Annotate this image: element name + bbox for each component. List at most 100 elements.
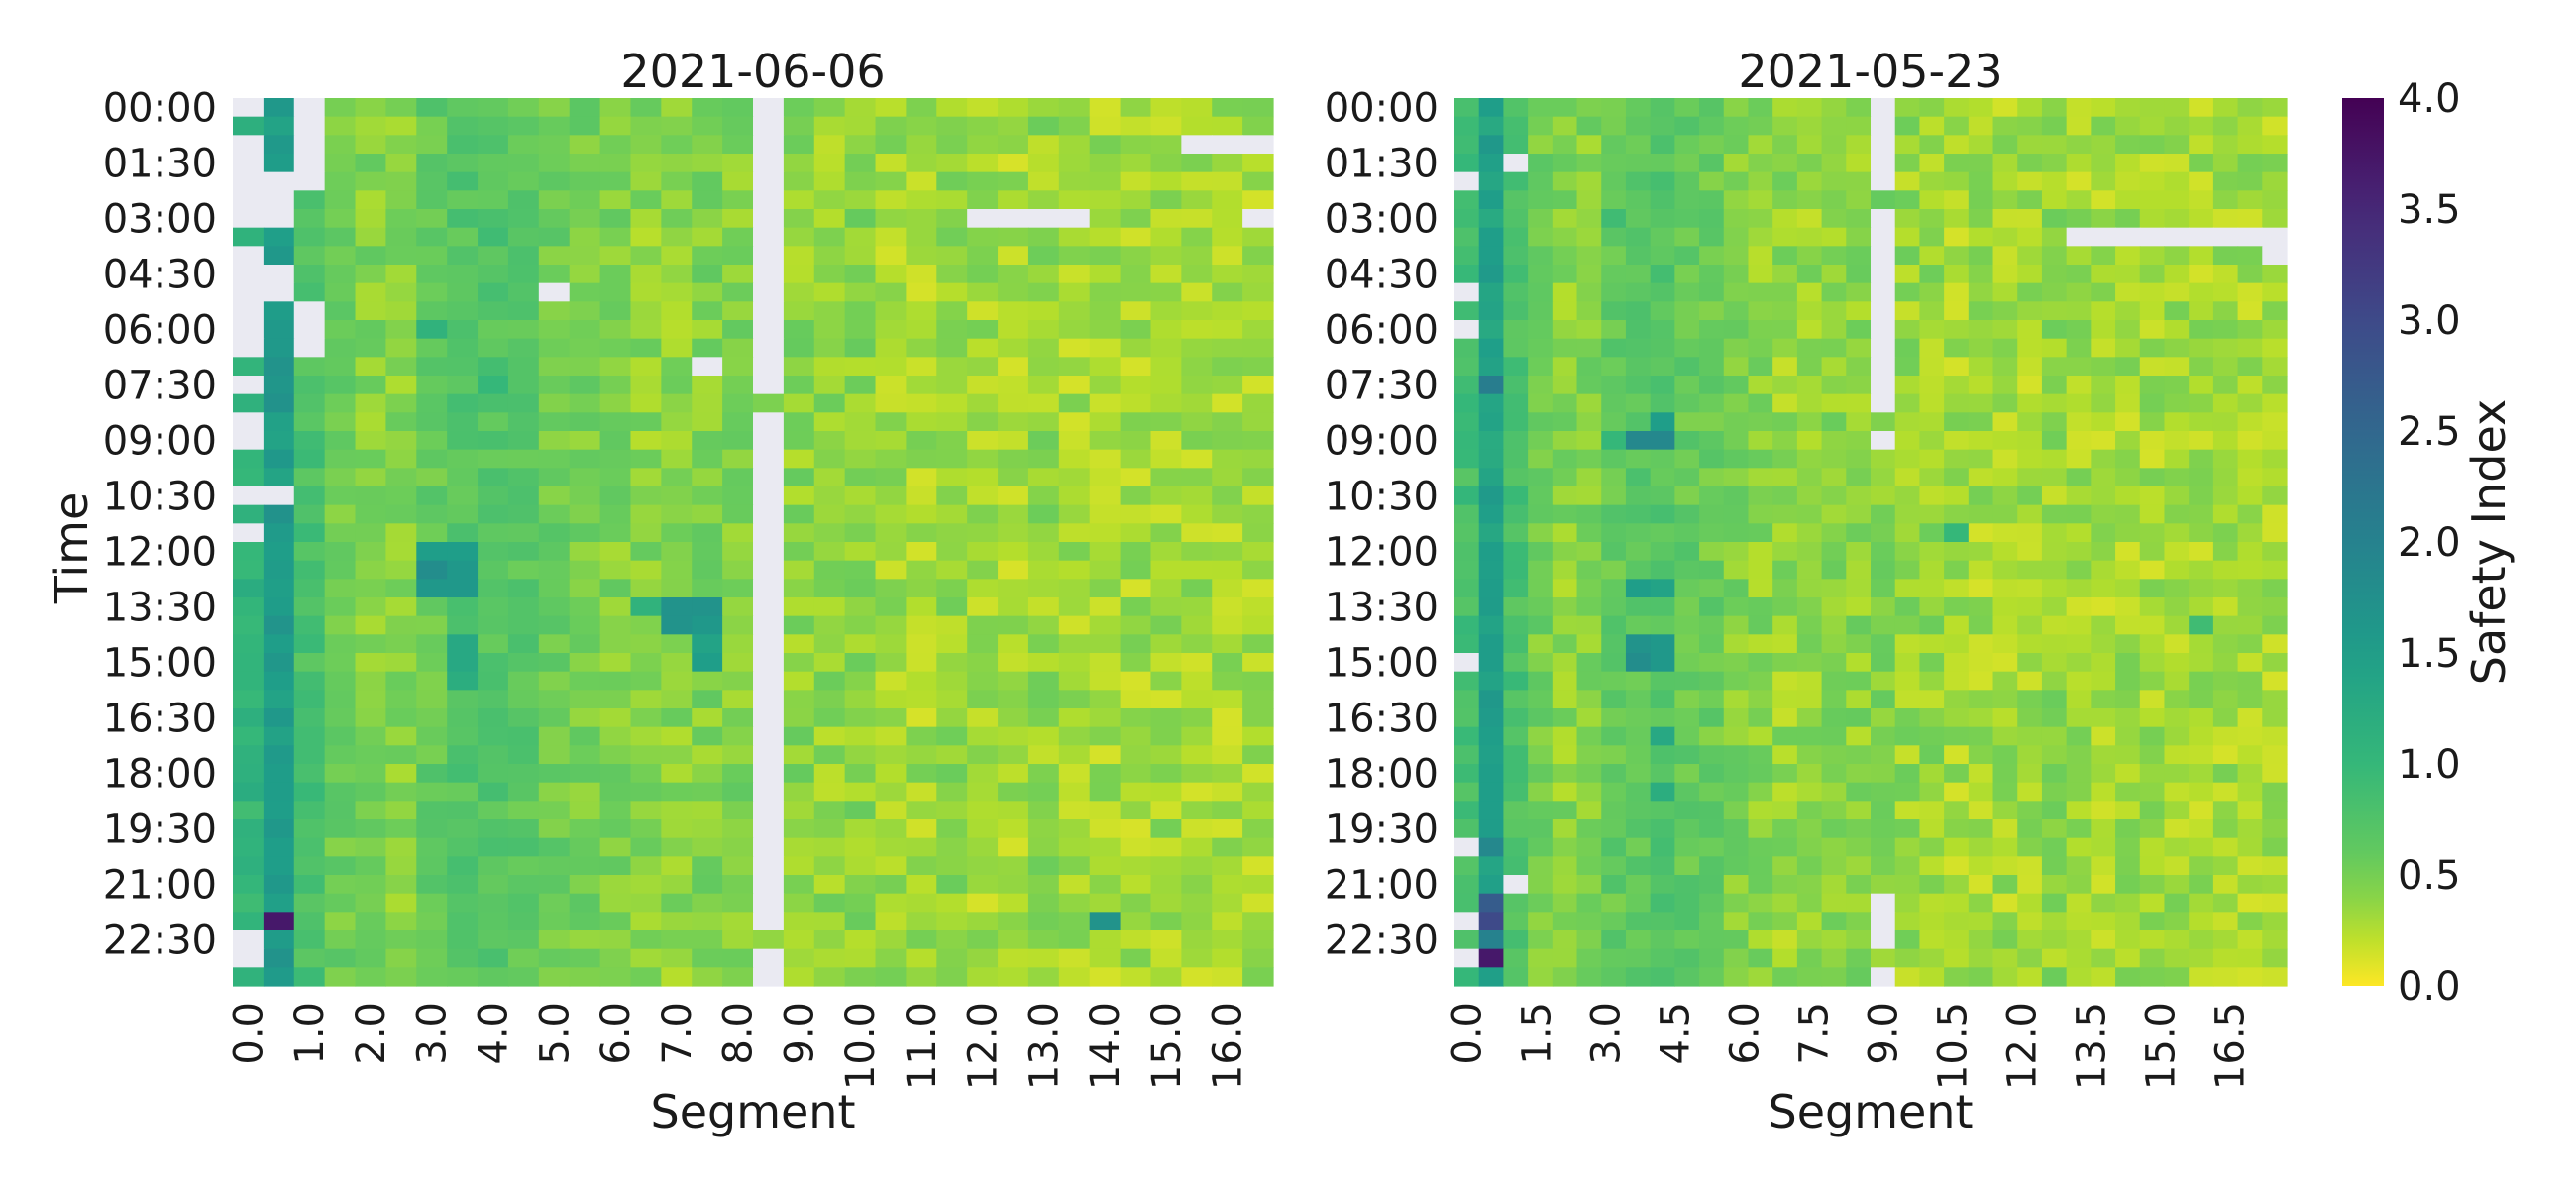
heatmap-cell [2017,837,2043,857]
heatmap-cell [1212,431,1243,451]
heatmap-cell-missing [753,171,785,191]
heatmap-cell [1089,504,1122,524]
heatmap-cell [906,246,937,266]
heatmap-cell [875,597,908,617]
heatmap-cell [1796,671,1823,691]
heatmap-cell [1821,801,1847,820]
heatmap-cell-missing [233,301,265,321]
heatmap-cell [1552,912,1578,931]
heatmap-cell [2066,523,2092,543]
heatmap-cell [2212,449,2239,469]
heatmap-cell [478,782,509,802]
heatmap-cell [2164,856,2190,876]
heatmap-cell [2066,209,2092,229]
heatmap-cell [416,504,448,524]
heatmap-cell [875,856,908,876]
heatmap-cell [2041,597,2068,617]
heatmap-cell [1723,782,1750,802]
heatmap-cell [355,265,387,284]
heatmap-cell [1992,190,2018,210]
heatmap-cell [1796,801,1823,820]
heatmap-cell [2017,116,2043,136]
heatmap-cell [355,967,387,987]
heatmap-cell [661,801,693,820]
heatmap-cell [2066,190,2092,210]
heatmap-cell [722,671,754,691]
heatmap-cell [2041,116,2068,136]
heatmap-cell [1772,782,1798,802]
heatmap-cell [2189,486,2214,506]
heatmap-cell [1699,837,1725,857]
heatmap-cell [692,837,723,857]
heatmap-cell [1242,357,1274,377]
heatmap-cell [1552,486,1578,506]
heatmap-cell [1528,893,1554,913]
heatmap-cell [630,653,662,673]
heatmap-cell [538,412,571,432]
heatmap-cell [447,209,479,229]
heatmap-cell [2189,468,2214,487]
heatmap-cell [507,486,540,506]
heatmap-cell [2189,671,2214,691]
heatmap-cell [844,875,877,895]
heatmap-cell [875,653,908,673]
heatmap-cell [2017,634,2043,654]
heatmap-cell [813,265,846,284]
heatmap-cell [875,837,908,857]
heatmap-cell [1552,856,1578,876]
heatmap-cell [1919,301,1945,321]
heatmap-cell [293,726,326,746]
heatmap-cell [507,745,540,765]
heatmap-cell [1601,449,1627,469]
heatmap-cell [1120,449,1152,469]
heatmap-cell [1723,227,1750,247]
heatmap-cell [1120,930,1152,950]
heatmap-cell [813,282,846,302]
heatmap-cell [875,671,908,691]
heatmap-cell [1772,708,1798,728]
heatmap-cell [692,523,723,543]
heatmap-cell [967,171,999,191]
heatmap-cell [1242,154,1274,173]
heatmap-cell [2017,967,2043,987]
heatmap-cell [2066,154,2092,173]
heatmap-cell [1821,412,1847,432]
heatmap-cell [2115,653,2141,673]
heatmap-cell [2164,597,2190,617]
heatmap-cell [1968,597,1994,617]
heatmap-cell [1454,819,1480,839]
heatmap-cell [1748,597,1773,617]
heatmap-cell [844,745,877,765]
heatmap-cell [1992,98,2018,118]
heatmap-cell [630,468,662,487]
heatmap-cell-missing [753,782,785,802]
heatmap-cell [1894,782,1921,802]
heatmap-cell [630,116,662,136]
heatmap-cell [416,171,448,191]
heatmap-cell [1120,431,1152,451]
heatmap-cell [263,912,295,931]
heatmap-cell [875,726,908,746]
heatmap-cell [293,597,326,617]
heatmap-cell [2017,282,2043,302]
heatmap-cell [2017,819,2043,839]
heatmap-cell [2164,449,2190,469]
heatmap-cell [783,227,815,247]
heatmap-cell [1968,227,1994,247]
heatmap-cell-missing [233,154,265,173]
heatmap-cell [813,116,846,136]
heatmap-cell [1674,856,1700,876]
heatmap-cell [569,930,601,950]
heatmap-cell [1503,579,1529,598]
heatmap-cell [875,948,908,968]
heatmap-cell [783,801,815,820]
heatmap-cell [1944,745,1970,765]
heatmap-cell [2017,431,2043,451]
heatmap-cell [2189,265,2214,284]
heatmap-cell [1968,542,1994,562]
heatmap-cell [967,856,999,876]
heatmap-right-title: 2021-05-23 [1738,45,2002,98]
heatmap-cell [1699,930,1725,950]
heatmap-cell [1674,246,1700,266]
heatmap-cell [1919,171,1945,191]
